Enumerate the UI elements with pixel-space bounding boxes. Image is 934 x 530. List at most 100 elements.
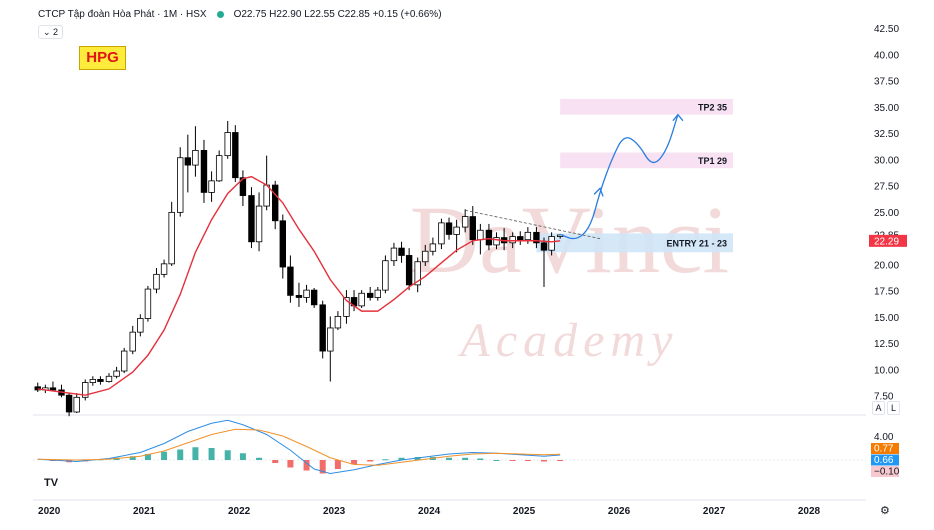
candle-down — [248, 195, 255, 243]
arrow-head-icon — [593, 187, 604, 197]
macd-histogram-bar — [509, 460, 516, 461]
entry-zone-label: ENTRY 21 - 23 — [666, 238, 727, 248]
target-zone — [560, 98, 734, 115]
price-tick-label: 32.50 — [874, 129, 899, 140]
candle-down — [49, 387, 57, 391]
candle-up — [73, 396, 80, 413]
macd-histogram-bar — [477, 458, 484, 460]
macd-value-marker — [871, 454, 899, 466]
candle-up — [493, 237, 500, 246]
candle-down — [405, 255, 413, 286]
macd-histogram-bar — [129, 456, 136, 460]
candle-up — [414, 261, 421, 286]
watermark-subtitle: Academy — [458, 314, 679, 367]
time-tick-label: 2028 — [798, 506, 821, 517]
candle-down — [287, 266, 294, 296]
target-zone — [560, 152, 734, 169]
macd-histogram-bar — [303, 460, 310, 471]
log-scale-button[interactable]: L — [887, 401, 900, 415]
price-tick-label: 27.50 — [874, 182, 899, 193]
candle-down — [533, 231, 540, 244]
candle-up — [177, 157, 184, 213]
candle-up — [113, 370, 120, 377]
projection-path — [559, 114, 679, 240]
macd-histogram-bar — [334, 460, 341, 469]
time-tick-label: 2020 — [38, 506, 61, 517]
candle-up — [334, 315, 342, 329]
target-zone-label: TP1 29 — [698, 156, 727, 166]
macd-histogram-bar — [239, 453, 246, 460]
time-tick-label: 2022 — [228, 506, 251, 517]
macd-histogram-bar — [319, 460, 326, 474]
ticker-badge: HPG — [79, 46, 126, 70]
last-price-marker — [869, 234, 907, 247]
macd-value-marker — [871, 466, 899, 477]
candle-down — [295, 294, 303, 298]
macd-histogram-bar — [144, 454, 151, 460]
macd-histogram-bar — [208, 448, 215, 460]
candle-up — [144, 288, 152, 319]
price-tick-label: 12.50 — [874, 339, 899, 350]
candle-up — [224, 132, 231, 157]
macd-histogram-bar — [287, 460, 294, 468]
macd-histogram-bar — [462, 457, 469, 460]
candle-down — [184, 157, 192, 166]
candle-up — [160, 263, 168, 275]
candle-up — [208, 180, 215, 193]
last-price-label: 22.29 — [874, 236, 899, 247]
candle-up — [548, 236, 555, 251]
macd-histogram-bar — [177, 449, 184, 460]
macd-histogram-bar — [382, 459, 389, 461]
time-tick-label: 2025 — [513, 506, 536, 517]
candle-down — [279, 220, 287, 268]
auto-scale-button[interactable]: A — [872, 401, 885, 415]
price-tick-label: 30.00 — [874, 155, 899, 166]
price-tick-label: 17.50 — [874, 287, 899, 298]
macd-histogram-bar — [446, 457, 453, 460]
macd-value-label: 0.77 — [874, 444, 894, 455]
symbol-title[interactable]: CTCP Tập đoàn Hòa Phát · 1M · HSX — [38, 9, 207, 20]
macd-histogram-bar — [272, 460, 279, 463]
candle-up — [303, 289, 310, 298]
candle-down — [200, 149, 208, 193]
candle-down — [232, 132, 239, 179]
candle-down — [366, 292, 374, 298]
macd-histogram-bar — [493, 460, 500, 461]
candle-up — [524, 231, 532, 241]
candle-down — [398, 247, 405, 256]
candle-up — [429, 243, 437, 252]
candle-up — [129, 331, 136, 352]
candle-down — [540, 242, 548, 251]
candle-up — [215, 155, 223, 182]
candle-up — [343, 297, 350, 317]
arrow-head-icon — [672, 113, 684, 122]
candle-up — [153, 273, 160, 290]
candle-up — [120, 350, 128, 372]
candle-up — [255, 205, 263, 243]
candle-down — [310, 289, 318, 306]
macd-histogram-bar — [557, 460, 564, 461]
macd-histogram-bar — [256, 457, 263, 460]
target-zone-label: TP2 35 — [698, 102, 727, 112]
candle-down — [517, 236, 524, 241]
macd-value-marker — [871, 443, 899, 454]
ohlc-readout: O22.75 H22.90 L22.55 C22.85 +0.15 (+0.66… — [233, 9, 442, 20]
time-tick-label: 2021 — [133, 506, 156, 517]
candle-up — [390, 247, 398, 262]
moving-average-line — [37, 175, 561, 396]
candle-up — [358, 292, 365, 307]
macd-histogram-bar — [414, 457, 421, 460]
tradingview-logo-icon[interactable]: TV — [44, 477, 59, 489]
collapse-indicators-button[interactable]: ⌄ 2 — [38, 25, 64, 39]
candle-down — [485, 229, 493, 246]
symbol-header: CTCP Tập đoàn Hòa Phát · 1M · HSX O22.75… — [38, 9, 442, 20]
candle-down — [445, 222, 453, 235]
candle-up — [168, 211, 175, 265]
candle-up — [461, 216, 469, 228]
price-tick-label: 42.50 — [874, 24, 899, 35]
candle-up — [509, 236, 516, 244]
gear-icon[interactable]: ⚙ — [880, 505, 890, 517]
candle-up — [192, 149, 199, 166]
